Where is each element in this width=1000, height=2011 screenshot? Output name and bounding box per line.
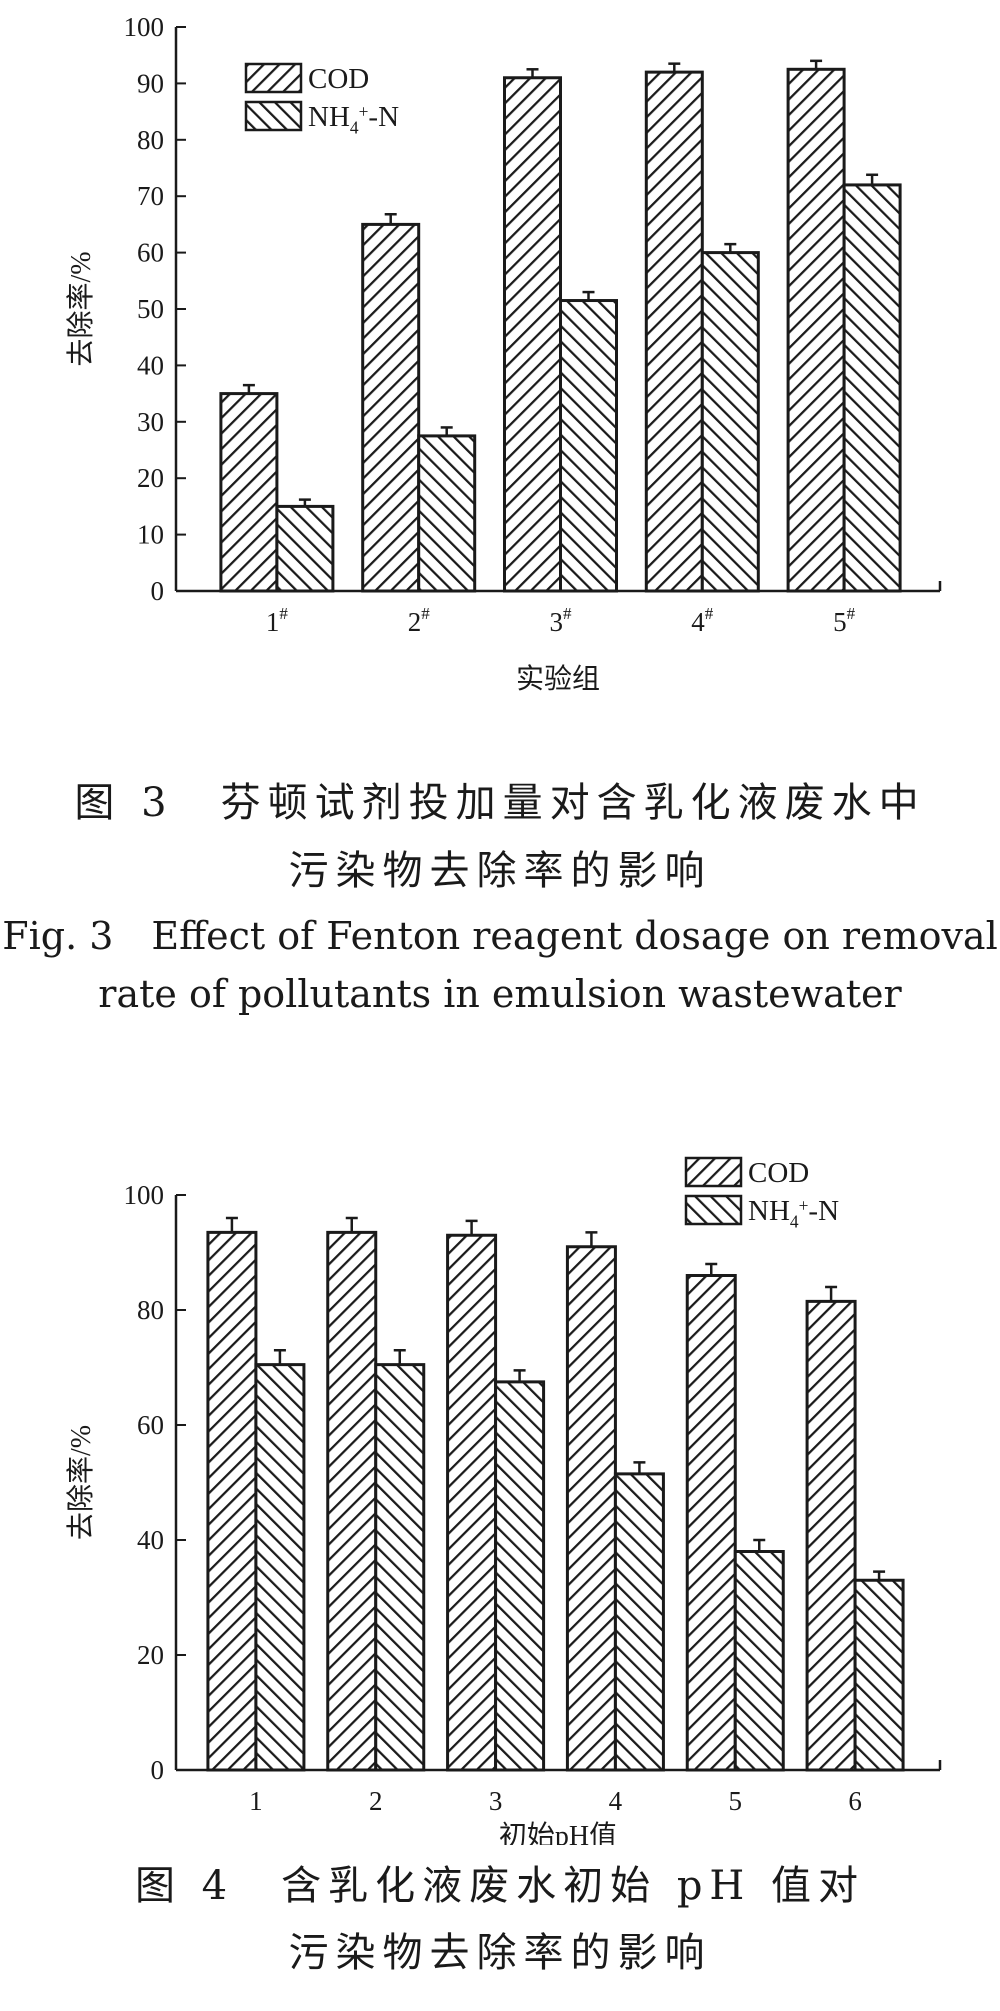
y-tick-label: 0: [151, 576, 165, 606]
x-tick-label-2: 2#: [408, 604, 431, 637]
x-tick-label-2: 2: [369, 1786, 383, 1816]
bar-cod-6: [805, 1299, 857, 1772]
x-tick-label-4: 4: [609, 1786, 623, 1816]
legend-swatch-nh4n: [684, 1194, 743, 1226]
bar-nh4n-4: [613, 1472, 665, 1772]
x-axis-label: 实验组: [516, 663, 600, 695]
bar-cod-4: [644, 70, 704, 593]
bar-cod-4: [565, 1245, 617, 1772]
y-tick-label: 10: [137, 520, 164, 550]
y-tick-label: 60: [137, 1410, 164, 1440]
bar-cod-1: [206, 1230, 258, 1772]
legend-swatch-cod: [684, 1156, 743, 1188]
bar-nh4n-3: [559, 299, 618, 593]
y-axis-label: 去除率/%: [65, 1425, 97, 1540]
bar-nh4n-1: [254, 1363, 306, 1772]
figure-4-caption-zh-line1: 图 4 含乳化液废水初始 pH 值对: [134, 1863, 866, 1909]
x-tick-label-3: 3#: [550, 604, 573, 637]
y-tick-label: 20: [137, 463, 164, 493]
bar-cod-5: [685, 1274, 737, 1772]
x-tick-label-6: 6: [848, 1786, 862, 1816]
x-tick-label-1: 1#: [266, 604, 289, 637]
legend-label-cod: COD: [308, 63, 369, 95]
legend: COD NH4+-N: [684, 1156, 839, 1231]
bar-nh4n-6: [853, 1578, 905, 1772]
figure-3: 0 10 20 30 40 50 60 70 80 90 100 去除率/% 1# 2# 3# 4# 5# 实验组…: [0, 0, 1000, 1016]
bar-nh4n-5: [842, 183, 902, 593]
x-tick-label-5: 5: [729, 1786, 743, 1816]
x-tick-label-5: 5#: [833, 604, 856, 637]
bar-nh4n-3: [494, 1380, 546, 1772]
y-tick-label: 70: [137, 181, 164, 211]
y-tick-label: 40: [137, 350, 164, 380]
chart-removal-vs-ph: 0 20 40 60 80 100 去除率/% 1 2 3 4 5 6 初始pH值 COD NH4+-N: [65, 1156, 942, 1852]
legend-swatch-nh4n: [244, 100, 303, 132]
figure-4: 0 20 40 60 80 100 去除率/% 1 2 3 4 5 6 初始pH值 COD NH4+-N 图 …: [0, 1125, 1000, 1976]
y-tick-label: 90: [137, 68, 164, 98]
bar-nh4n-1: [275, 504, 335, 593]
x-tick-label-3: 3: [489, 1786, 503, 1816]
legend-swatch-cod: [244, 62, 303, 94]
y-tick-label: 40: [137, 1525, 164, 1555]
y-tick-label: 100: [124, 1180, 165, 1210]
bar-cod-1: [219, 392, 279, 593]
x-tick-label-1: 1: [249, 1786, 263, 1816]
y-tick-label: 80: [137, 125, 164, 155]
y-tick-label: 100: [124, 12, 165, 42]
y-tick-label: 20: [137, 1640, 164, 1670]
bar-cod-3: [503, 76, 562, 593]
bar-nh4n-2: [417, 434, 477, 593]
x-axis-label: 初始pH值: [499, 1820, 617, 1845]
bar-nh4n-4: [700, 251, 760, 593]
bar-cod-2: [361, 222, 421, 593]
figure-3-caption-en-line2: rate of pollutants in emulsion wastewate…: [98, 972, 902, 1016]
bar-cod-2: [326, 1230, 378, 1772]
legend-label-cod: COD: [748, 1157, 809, 1189]
bar-cod-3: [446, 1233, 498, 1772]
figure-3-caption-en-line1: Fig. 3 Effect of Fenton reagent dosage o…: [2, 914, 998, 958]
figure-3-caption-zh-line2: 污染物去除率的影响: [288, 848, 712, 894]
legend: COD NH4+-N: [244, 62, 399, 137]
legend-label-nh4n: NH4+-N: [748, 1195, 839, 1231]
y-tick-label: 60: [137, 238, 164, 268]
y-tick-label: 80: [137, 1295, 164, 1325]
x-tick-label-4: 4#: [691, 604, 714, 637]
figure-3-caption-zh-line1: 图 3 芬顿试剂投加量对含乳化液废水中: [74, 780, 926, 826]
bar-nh4n-5: [733, 1550, 785, 1772]
y-tick-label: 50: [137, 294, 164, 324]
bar-cod-5: [786, 67, 846, 593]
y-axis-label: 去除率/%: [65, 251, 97, 366]
y-tick-label: 30: [137, 407, 164, 437]
bar-nh4n-2: [374, 1363, 426, 1772]
figure-4-caption-zh-line2: 污染物去除率的影响: [288, 1930, 712, 1976]
chart-removal-vs-dosage: 0 10 20 30 40 50 60 70 80 90 100 去除率/% 1# 2# 3# 4# 5# 实验组…: [65, 12, 942, 695]
y-tick-label: 0: [151, 1755, 165, 1785]
legend-label-nh4n: NH4+-N: [308, 101, 399, 137]
